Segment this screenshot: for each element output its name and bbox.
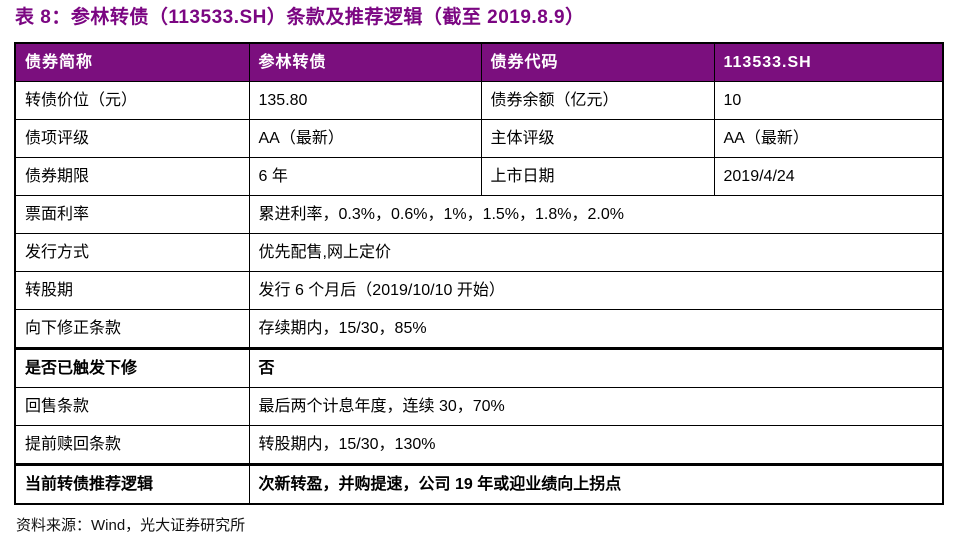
header-bond-code-value: 113533.SH xyxy=(713,42,944,82)
term-label: 债券期限 xyxy=(14,157,250,196)
listing-date-value: 2019/4/24 xyxy=(713,157,944,196)
price-label: 转债价位（元） xyxy=(14,81,250,120)
put-clause-value: 最后两个计息年度，连续 30，70% xyxy=(248,387,944,426)
conversion-period-label: 转股期 xyxy=(14,271,250,310)
data-source-note: 资料来源：Wind，光大证券研究所 xyxy=(16,517,246,534)
call-clause-label: 提前赎回条款 xyxy=(14,425,250,465)
recommendation-label: 当前转债推荐逻辑 xyxy=(14,463,250,505)
price-value: 135.80 xyxy=(248,81,482,120)
header-bond-short-name-value: 参林转债 xyxy=(248,42,482,82)
downward-revision-label: 向下修正条款 xyxy=(14,309,250,349)
table-row-recommendation: 当前转债推荐逻辑 次新转盈，并购提速，公司 19 年或迎业绩向上拐点 xyxy=(14,463,944,505)
table-row-call-clause: 提前赎回条款 转股期内，15/30，130% xyxy=(14,425,944,465)
put-clause-label: 回售条款 xyxy=(14,387,250,426)
header-bond-short-name-label: 债券简称 xyxy=(14,42,250,82)
issuer-rating-label: 主体评级 xyxy=(480,119,715,158)
table-row-downward-revision: 向下修正条款 存续期内，15/30，85% xyxy=(14,309,944,349)
coupon-value: 累进利率，0.3%，0.6%，1%，1.5%，1.8%，2.0% xyxy=(248,195,944,234)
table-row-term: 债券期限 6 年 上市日期 2019/4/24 xyxy=(14,157,944,196)
table-row-rating: 债项评级 AA（最新） 主体评级 AA（最新） xyxy=(14,119,944,158)
table-row-price: 转债价位（元） 135.80 债券余额（亿元） 10 xyxy=(14,81,944,120)
issue-method-value: 优先配售,网上定价 xyxy=(248,233,944,272)
table-row-coupon: 票面利率 累进利率，0.3%，0.6%，1%，1.5%，1.8%，2.0% xyxy=(14,195,944,234)
downward-revision-value: 存续期内，15/30，85% xyxy=(248,309,944,349)
bond-rating-value: AA（最新） xyxy=(248,119,482,158)
issue-method-label: 发行方式 xyxy=(14,233,250,272)
issuer-rating-value: AA（最新） xyxy=(713,119,944,158)
balance-label: 债券余额（亿元） xyxy=(480,81,715,120)
revision-triggered-value: 否 xyxy=(248,347,944,388)
header-bond-code-label: 债券代码 xyxy=(480,42,715,82)
term-value: 6 年 xyxy=(248,157,482,196)
bond-terms-table: 债券简称 参林转债 债券代码 113533.SH 转债价位（元） 135.80 … xyxy=(14,42,944,505)
call-clause-value: 转股期内，15/30，130% xyxy=(248,425,944,465)
conversion-period-value: 发行 6 个月后（2019/10/10 开始） xyxy=(248,271,944,310)
balance-value: 10 xyxy=(713,81,944,120)
coupon-label: 票面利率 xyxy=(14,195,250,234)
revision-triggered-label: 是否已触发下修 xyxy=(14,347,250,388)
table-row-conversion-period: 转股期 发行 6 个月后（2019/10/10 开始） xyxy=(14,271,944,310)
recommendation-value: 次新转盈，并购提速，公司 19 年或迎业绩向上拐点 xyxy=(248,463,944,505)
table-header-row: 债券简称 参林转债 债券代码 113533.SH xyxy=(14,42,944,82)
table-row-put-clause: 回售条款 最后两个计息年度，连续 30，70% xyxy=(14,387,944,426)
table-row-issue-method: 发行方式 优先配售,网上定价 xyxy=(14,233,944,272)
page-title: 表 8：参林转债（113533.SH）条款及推荐逻辑（截至 2019.8.9） xyxy=(15,7,585,28)
bond-rating-label: 债项评级 xyxy=(14,119,250,158)
table-row-revision-triggered: 是否已触发下修 否 xyxy=(14,347,944,388)
listing-date-label: 上市日期 xyxy=(480,157,715,196)
